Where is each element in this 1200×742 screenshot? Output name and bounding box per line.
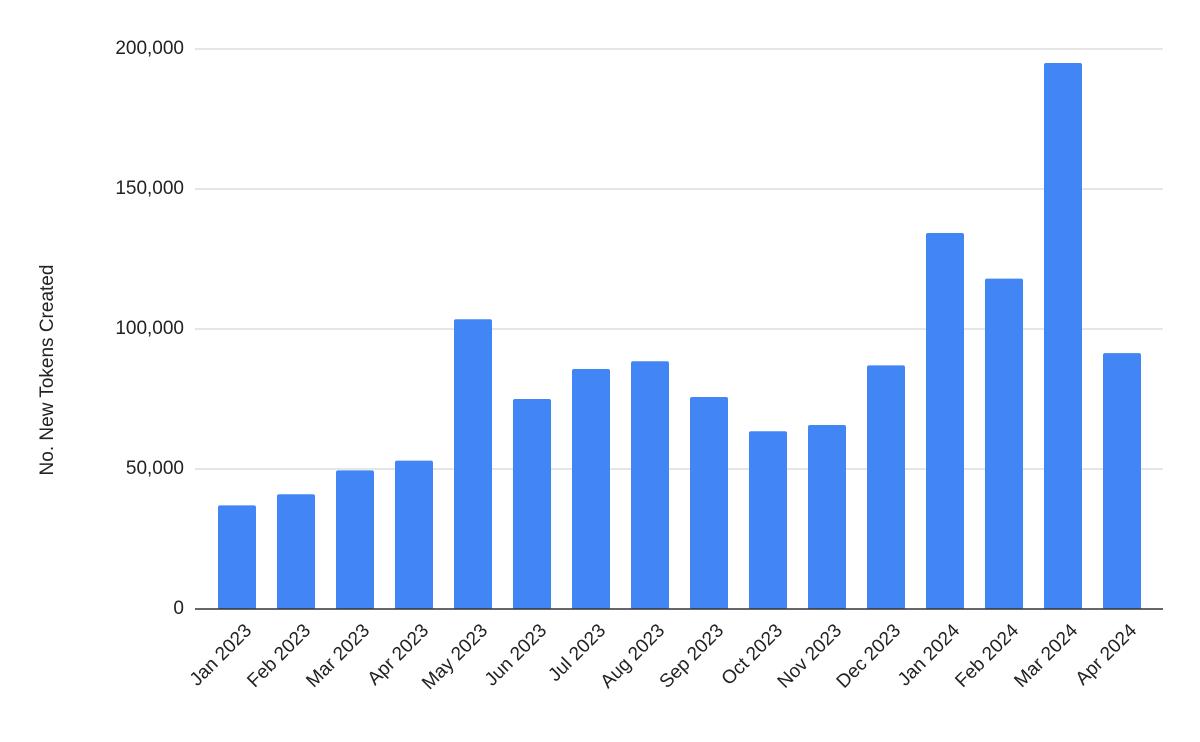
x-tick-label: Dec 2023	[833, 620, 905, 692]
y-tick-label: 0	[173, 598, 184, 619]
bar	[867, 365, 905, 609]
x-tick-label: Feb 2023	[243, 620, 315, 692]
y-tick-label: 50,000	[126, 458, 184, 479]
bar	[631, 361, 669, 609]
bar	[513, 399, 551, 609]
bar	[749, 431, 787, 609]
y-tick-label: 200,000	[115, 38, 184, 59]
bar	[572, 369, 610, 609]
bar	[277, 494, 315, 609]
x-tick-label: Apr 2024	[1072, 620, 1142, 690]
x-tick-label: Aug 2023	[597, 620, 669, 692]
bar	[808, 425, 846, 609]
bar	[985, 278, 1023, 609]
y-axis-title: No. New Tokens Created	[37, 265, 58, 476]
x-tick-label: Nov 2023	[774, 620, 846, 692]
x-tick-label: Mar 2023	[302, 620, 374, 692]
bar	[926, 232, 964, 609]
y-tick-label: 100,000	[115, 318, 184, 339]
bar	[395, 460, 433, 609]
bar	[1103, 353, 1141, 609]
y-tick-label: 150,000	[115, 178, 184, 199]
bar	[336, 470, 374, 609]
bar	[218, 505, 256, 609]
bar	[690, 397, 728, 609]
x-tick-label: Feb 2024	[951, 620, 1023, 692]
x-tick-label: Jun 2023	[481, 620, 551, 690]
bar	[1044, 63, 1082, 609]
x-tick-label: Mar 2024	[1010, 620, 1082, 692]
bar	[454, 319, 492, 609]
x-tick-label: Sep 2023	[656, 620, 728, 692]
